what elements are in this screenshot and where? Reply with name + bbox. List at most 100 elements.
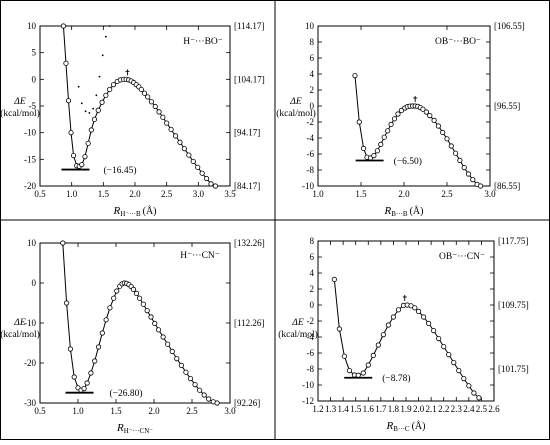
x-tick-label: 1.9 (400, 404, 412, 414)
dotted-curve-point (92, 107, 95, 110)
energy-curve-point (444, 136, 450, 142)
energy-curve-point (111, 295, 117, 301)
y-tick-label: 10 (305, 21, 315, 31)
y-tick-label: -5 (29, 101, 37, 111)
energy-curve-point (214, 400, 220, 406)
energy-curve-point (477, 183, 484, 189)
energy-curve-point (381, 134, 387, 140)
energy-curve-point (187, 375, 194, 382)
y-axis-label: ΔE (kcal/mol) (276, 97, 316, 119)
x-tick-label: 2.5 (476, 404, 488, 414)
energy-curve-point (155, 327, 162, 333)
energy-curve-point (356, 119, 362, 125)
y-tick-label: 4 (310, 69, 315, 79)
energy-curve-point (420, 314, 427, 320)
x-tick-label: 2.0 (129, 189, 141, 199)
y-tick-label: -20 (24, 358, 36, 368)
energy-curve-point (427, 113, 433, 119)
energy-curve-point (385, 128, 391, 134)
right-tick-label: [109.75] (498, 300, 529, 310)
dotted-curve-point (95, 94, 98, 97)
energy-curve-point (398, 107, 405, 114)
energy-curve-point (186, 152, 192, 158)
energy-curve-point (64, 300, 70, 306)
y-axis-label: ΔE (kcal/mol) (0, 97, 40, 119)
energy-curve-point (476, 395, 482, 401)
energy-curve-point (206, 396, 212, 402)
energy-curve-point (81, 385, 87, 392)
right-tick-label: [94.17] (234, 128, 260, 138)
y-tick-label: -15 (24, 154, 36, 164)
energy-curve-point (88, 370, 94, 376)
y-tick-label: -12 (302, 396, 314, 406)
energy-curve-point (67, 346, 74, 352)
energy-curve-point (82, 154, 88, 160)
energy-curve-point (60, 23, 67, 29)
energy-curve-point (395, 111, 401, 117)
dotted-curve-point (80, 102, 83, 105)
energy-curve-point (110, 82, 117, 88)
y-tick-label: 4 (310, 268, 315, 278)
energy-curve-point (385, 322, 391, 328)
minimum-energy-label: (−6.50) (394, 156, 422, 167)
energy-curve-point (99, 99, 105, 105)
energy-curve-point (140, 301, 146, 307)
right-tick-label: [106.55] (494, 21, 525, 31)
energy-curve-point (423, 109, 429, 115)
energy-curve-point (197, 387, 203, 393)
x-tick-label: 1.5 (350, 404, 362, 414)
energy-curve-point (114, 288, 120, 294)
energy-curve-point (144, 307, 150, 314)
y-tick-label: 5 (32, 48, 37, 58)
right-tick-label: [112.26] (234, 318, 264, 328)
energy-curve-point (79, 162, 85, 168)
energy-curve-point (192, 381, 198, 388)
minimum-energy-label: (−16.45) (103, 165, 136, 176)
energy-curve-point (380, 331, 386, 338)
right-tick-label: [114.17] (234, 21, 264, 31)
y-tick-label: -4 (307, 332, 315, 342)
minimum-energy-label: (−26.80) (110, 388, 143, 399)
x-axis-label: RB···C (Å) (386, 420, 426, 433)
energy-curve-point (68, 130, 74, 136)
energy-curve-point (133, 290, 140, 296)
energy-curve-point (65, 98, 72, 104)
y-tick-label: 10 (27, 21, 37, 31)
right-tick-label: [92.26] (234, 398, 260, 408)
energy-curve-point (346, 367, 353, 374)
energy-curve-point (172, 133, 179, 139)
energy-curve-point (470, 177, 476, 183)
x-tick-label: 2.5 (441, 189, 453, 199)
energy-curve-point (178, 362, 184, 368)
energy-curve-point (431, 327, 437, 334)
energy-curve-point (461, 375, 467, 382)
energy-curve-point (183, 369, 189, 375)
x-tick-label: 2.3 (451, 404, 463, 414)
energy-curve-point (375, 342, 381, 348)
y-tick-label: 2 (310, 85, 315, 95)
energy-curve-point (145, 94, 151, 100)
energy-curve-point (456, 367, 462, 374)
x-tick-label: 1.8 (388, 404, 400, 414)
x-tick-label: 1.4 (338, 404, 350, 414)
energy-curve-point (352, 73, 358, 79)
energy-curve-point (457, 157, 463, 163)
x-tick-label: 3.0 (224, 406, 236, 416)
panel-title: OB⁻···CN⁻ (439, 252, 485, 262)
x-tick-label: 0.5 (34, 189, 46, 199)
energy-curve-point (174, 355, 180, 362)
energy-curve-point (138, 86, 144, 93)
minimum-energy-label: (−8.78) (382, 373, 410, 384)
right-tick-label: [96.55] (494, 101, 520, 111)
energy-curve-point (95, 107, 101, 113)
energy-curve-point (107, 305, 113, 311)
dotted-curve-point (98, 75, 101, 78)
right-tick-label: [104.17] (234, 74, 265, 84)
energy-curve-point (336, 326, 342, 332)
energy-curve-point (203, 175, 210, 182)
energy-curve-point (70, 153, 77, 159)
y-tick-label: 0 (310, 101, 315, 111)
x-tick-label: 2.0 (148, 406, 160, 416)
right-tick-label: [132.26] (234, 238, 265, 248)
x-tick-label: 2.1 (426, 404, 437, 414)
